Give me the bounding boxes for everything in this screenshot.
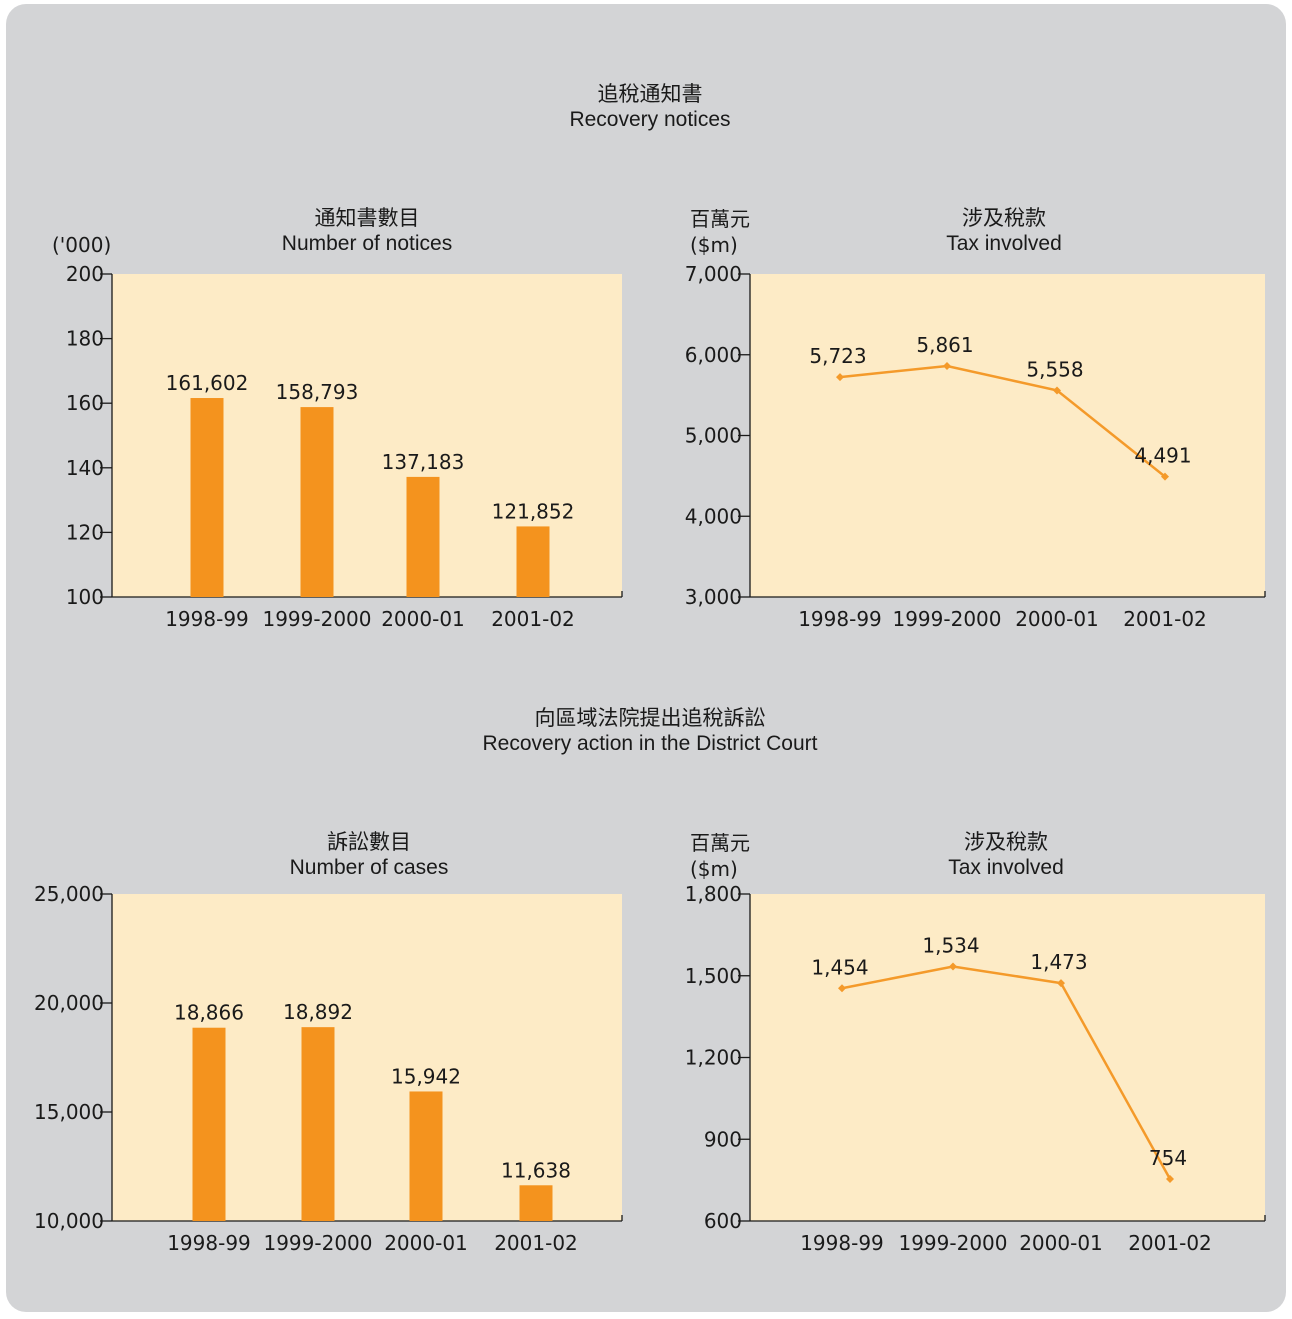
data-label: 5,723 [809,344,866,368]
y-tick-label: 900 [704,1127,742,1151]
y-tick-label: 10,000 [34,1209,104,1233]
chart-title-en: Tax involved [948,856,1064,879]
data-label: 1,454 [811,955,868,979]
series-line [841,965,1172,1180]
section-title-zh: 追稅通知書 [597,82,703,106]
x-tick-label: 2001-02 [491,607,575,631]
y-axis-unit-zh: 百萬元 [690,207,750,231]
data-label: 121,852 [492,499,575,523]
y-tick-label: 200 [66,262,104,286]
bar [192,1027,226,1221]
y-tick-label: 1,800 [685,882,742,906]
chart-title-en: Tax involved [946,232,1062,255]
data-label: 1,534 [922,933,979,957]
y-tick-label: 6,000 [685,343,742,367]
y-axis-unit-zh: 百萬元 [690,831,750,855]
data-label: 137,183 [382,450,465,474]
x-tick-label: 2001-02 [494,1231,578,1255]
data-point [1053,386,1061,395]
data-label: 5,558 [1026,357,1083,381]
y-tick-label: 3,000 [685,585,742,609]
y-axis-unit: ($m) [690,233,738,257]
data-label: 754 [1149,1146,1187,1170]
chart-title-zh: 通知書數目 [314,206,420,230]
data-point [838,984,846,993]
y-tick-label: 100 [66,585,104,609]
y-axis-unit: ('000) [52,233,112,257]
y-tick-label: 180 [66,327,104,351]
bar [519,1185,553,1221]
bar [301,1027,335,1221]
data-label: 15,942 [391,1064,461,1088]
y-axis-unit: ($m) [690,857,738,881]
data-point [949,962,957,971]
section-title-en: Recovery action in the District Court [482,732,818,755]
data-label: 18,866 [174,1001,244,1025]
data-point [836,373,844,382]
y-tick-label: 600 [704,1209,742,1233]
section-title-en: Recovery notices [569,108,731,131]
x-tick-label: 2001-02 [1128,1231,1212,1255]
x-tick-label: 2001-02 [1123,607,1207,631]
data-point [1057,979,1065,988]
y-tick-label: 5,000 [685,424,742,448]
data-label: 161,602 [166,371,249,395]
x-tick-label: 1998-99 [165,607,249,631]
y-tick-label: 20,000 [34,991,104,1015]
bar [300,407,334,597]
data-label: 1,473 [1030,950,1087,974]
series-line [839,364,1166,478]
chart-title-en: Number of notices [281,232,453,255]
y-tick-label: 25,000 [34,882,104,906]
section-title-zh: 向區域法院提出追稅訴訟 [534,706,766,730]
data-label: 158,793 [276,380,359,404]
x-tick-label: 1998-99 [798,607,882,631]
y-tick-label: 160 [66,391,104,415]
plot-area [750,274,1265,597]
x-tick-label: 1999-2000 [898,1231,1007,1255]
data-point [943,361,951,370]
x-tick-label: 1999-2000 [263,1231,372,1255]
bar [406,476,440,597]
bar [516,526,550,597]
chart-title-zh: 涉及稅款 [962,206,1046,230]
x-tick-label: 1998-99 [167,1231,251,1255]
chart-title-en: Number of cases [289,856,449,879]
y-tick-label: 7,000 [685,262,742,286]
chart-title-zh: 訴訟數目 [327,830,411,854]
x-tick-label: 1999-2000 [262,607,371,631]
y-tick-label: 15,000 [34,1100,104,1124]
bar [190,398,224,597]
data-label: 5,861 [916,333,973,357]
x-tick-label: 1999-2000 [892,607,1001,631]
data-label: 11,638 [501,1158,571,1182]
x-tick-label: 2000-01 [1015,607,1099,631]
x-tick-label: 2000-01 [381,607,465,631]
data-label: 18,892 [283,1000,353,1024]
y-tick-label: 120 [66,520,104,544]
x-tick-label: 2000-01 [1019,1231,1103,1255]
y-tick-label: 1,500 [685,964,742,988]
y-tick-label: 4,000 [685,504,742,528]
x-tick-label: 2000-01 [384,1231,468,1255]
y-tick-label: 1,200 [685,1046,742,1070]
data-point [1161,472,1169,481]
plot-area [750,894,1265,1221]
data-label: 4,491 [1134,444,1191,468]
bar [409,1091,443,1221]
x-tick-label: 1998-99 [800,1231,884,1255]
y-tick-label: 140 [66,456,104,480]
data-point [1166,1175,1174,1184]
chart-title-zh: 涉及稅款 [964,830,1048,854]
